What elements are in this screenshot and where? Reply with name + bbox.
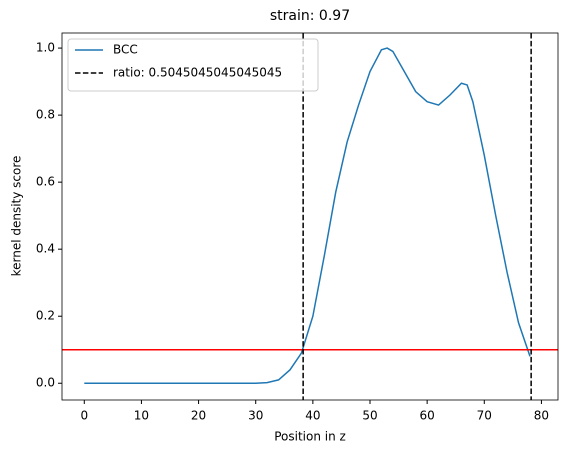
y-tick-label: 0.8 [36,108,55,122]
x-tick-label: 80 [534,409,549,423]
chart-title: strain: 0.97 [270,8,350,24]
x-tick-label: 40 [305,409,320,423]
x-tick-label: 20 [191,409,206,423]
axes-frame [61,32,559,401]
legend-label: ratio: 0.5045045045045045 [113,66,282,80]
y-tick-label: 1.0 [36,41,55,55]
y-tick-label: 0.0 [36,376,55,390]
y-tick-label: 0.6 [36,175,55,189]
x-axis-label: Position in z [274,430,346,444]
x-tick-label: 10 [134,409,149,423]
x-tick-label: 60 [420,409,435,423]
x-tick-label: 50 [362,409,377,423]
x-tick-label: 0 [80,409,88,423]
y-axis-label: kernel density score [10,156,24,277]
x-tick-label: 70 [477,409,492,423]
legend-label: BCC [113,43,138,57]
y-tick-label: 0.2 [36,309,55,323]
legend-box [67,38,319,92]
line-series [84,47,531,384]
x-tick-label: 30 [248,409,263,423]
y-tick-label: 0.4 [36,242,55,256]
